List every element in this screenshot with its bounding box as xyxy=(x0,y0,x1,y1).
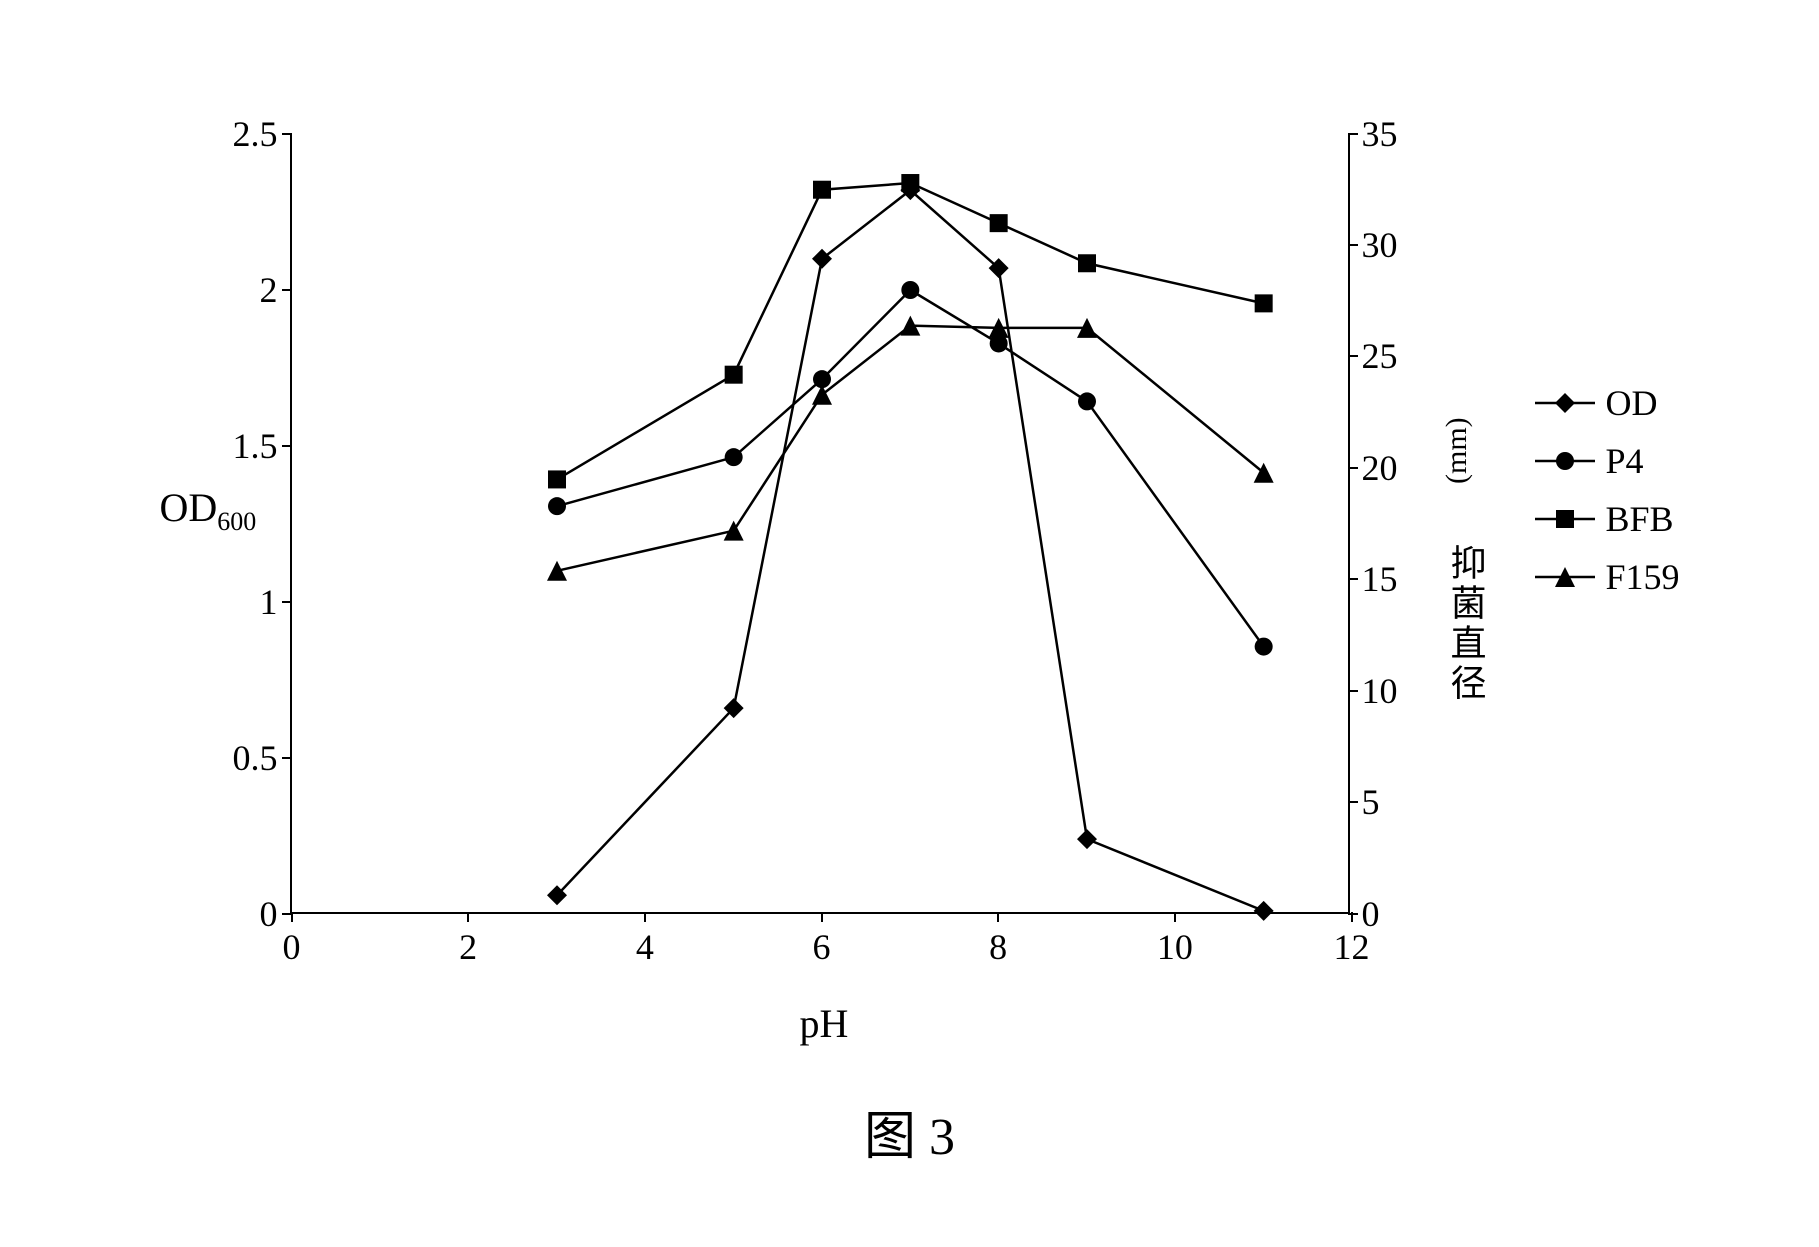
marker-BFB xyxy=(548,470,566,488)
legend-marker-OD xyxy=(1530,388,1600,418)
x-tick-label: 6 xyxy=(813,912,831,968)
marker-BFB xyxy=(1254,294,1272,312)
legend-label: F159 xyxy=(1600,556,1680,598)
legend-marker-BFB xyxy=(1530,504,1600,534)
x-tick-label: 0 xyxy=(283,912,301,968)
x-tick-label: 12 xyxy=(1334,912,1370,968)
marker-BFB xyxy=(724,365,742,383)
y2-tick-label: 5 xyxy=(1348,781,1380,823)
marker-BFB xyxy=(901,174,919,192)
x-tick-label: 8 xyxy=(989,912,1007,968)
legend-item-F159: F159 xyxy=(1530,548,1680,606)
legend-label: P4 xyxy=(1600,440,1644,482)
figure-caption: 图 3 xyxy=(110,1094,1710,1169)
marker-BFB xyxy=(1078,254,1096,272)
marker-OD xyxy=(1253,900,1273,920)
y1-tick-label: 1.5 xyxy=(233,425,292,467)
x-tick-label: 10 xyxy=(1157,912,1193,968)
y2-tick-label: 30 xyxy=(1348,224,1398,266)
series-line-F159 xyxy=(557,325,1264,570)
marker-F159 xyxy=(547,560,567,580)
y2-tick-label: 35 xyxy=(1348,113,1398,155)
y2-axis-title: 抑菌直径 xyxy=(1440,544,1492,704)
legend-item-P4: P4 xyxy=(1530,432,1680,490)
x-tick-label: 2 xyxy=(459,912,477,968)
plot-area: 00.511.522.505101520253035024681012 xyxy=(290,134,1350,914)
marker-P4 xyxy=(548,497,566,515)
legend-label: BFB xyxy=(1600,498,1674,540)
x-tick-label: 4 xyxy=(636,912,654,968)
y1-tick-label: 2 xyxy=(260,269,292,311)
y1-axis-title: OD600 xyxy=(160,484,257,537)
legend-item-BFB: BFB xyxy=(1530,490,1680,548)
legend-label: OD xyxy=(1600,382,1658,424)
x-axis-title: pH xyxy=(800,1000,849,1047)
y2-axis-unit: (mm) xyxy=(1440,417,1474,484)
legend-item-OD: OD xyxy=(1530,374,1680,432)
legend-marker-F159 xyxy=(1530,562,1600,592)
marker-P4 xyxy=(1078,392,1096,410)
marker-BFB xyxy=(813,180,831,198)
chart-container: OD600 抑菌直径 (mm) 00.511.522.5051015202530… xyxy=(110,74,1710,1174)
series-line-P4 xyxy=(557,290,1264,647)
marker-F159 xyxy=(723,520,743,540)
y1-tick-label: 2.5 xyxy=(233,113,292,155)
y2-tick-label: 25 xyxy=(1348,335,1398,377)
marker-OD xyxy=(1077,829,1097,849)
y2-tick-label: 10 xyxy=(1348,670,1398,712)
y1-tick-label: 0.5 xyxy=(233,737,292,779)
marker-P4 xyxy=(724,448,742,466)
marker-P4 xyxy=(901,281,919,299)
chart-lines-svg xyxy=(292,134,1348,912)
marker-P4 xyxy=(1254,637,1272,655)
y2-tick-label: 20 xyxy=(1348,447,1398,489)
legend-marker-P4 xyxy=(1530,446,1600,476)
y2-tick-label: 15 xyxy=(1348,558,1398,600)
legend: OD P4 BFB F159 xyxy=(1530,374,1680,606)
y1-tick-label: 1 xyxy=(260,581,292,623)
marker-BFB xyxy=(989,214,1007,232)
